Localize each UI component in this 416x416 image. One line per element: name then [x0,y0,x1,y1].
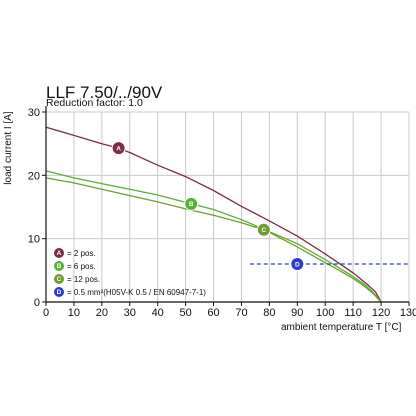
series-marker-d [290,257,305,271]
y-axis-label: load current I [A] [3,111,14,185]
legend-label: = 12 pos. [67,275,100,284]
y-tick-label: 20 [28,170,40,182]
x-tick-label: 10 [68,307,80,319]
series-marker-letter: D [295,261,300,268]
tick-labels: 0 10 20 30 40 50 60 70 80 90 100 110 120 130 0 10 20 30 [28,107,416,319]
legend-swatch-letter: B [57,263,62,270]
chart-title: LLF 7.50/../90V [46,83,163,102]
series-marker-letter: C [261,227,266,234]
series-marker-letter: A [116,145,121,152]
series-marker-a [111,141,126,156]
legend-swatch-a [54,248,64,258]
legend-label: = 6 pos. [67,262,96,271]
legend-swatch-b [54,261,64,271]
x-tick-label: 60 [207,307,219,319]
series-markers: A B C D [111,141,305,271]
curves [45,126,409,303]
x-tick-label: 110 [344,307,362,319]
x-tick-label: 40 [152,307,164,319]
series-marker-c [256,222,271,237]
x-tick-label: 90 [291,307,303,319]
y-tick-label: 0 [34,297,40,309]
chart-subtitle: Reduction factor: 1.0 [46,97,143,109]
legend: A = 2 pos. B = 6 pos. C = 12 pos. D = 0.5 mm²(H… [54,248,206,297]
x-tick-label: 120 [372,307,390,319]
y-tick-label: 30 [28,107,40,119]
legend-swatch-letter: A [57,250,62,257]
x-axis-label: ambient temperature T [°C] [281,322,402,333]
x-tick-label: 70 [235,307,247,319]
x-tick-label: 0 [43,307,49,319]
series-marker-letter: B [189,201,194,208]
grid [46,111,410,302]
legend-label: = 2 pos. [67,249,96,258]
legend-swatch-letter: C [57,276,62,283]
legend-label: = 0.5 mm²(H05V-K 0.5 / EN 60947-7-1) [67,288,206,297]
x-tick-label: 50 [179,307,191,319]
x-tick-label: 30 [124,307,136,319]
axes [42,106,410,306]
x-tick-label: 100 [316,307,334,319]
series-marker-b [184,196,199,211]
x-tick-label: 20 [96,307,108,319]
legend-swatch-d [54,287,64,297]
legend-swatch-letter: D [57,289,62,296]
y-tick-label: 10 [28,234,40,246]
legend-swatch-c [54,274,64,284]
x-tick-label: 80 [263,307,275,319]
x-tick-label: 130 [400,307,416,319]
